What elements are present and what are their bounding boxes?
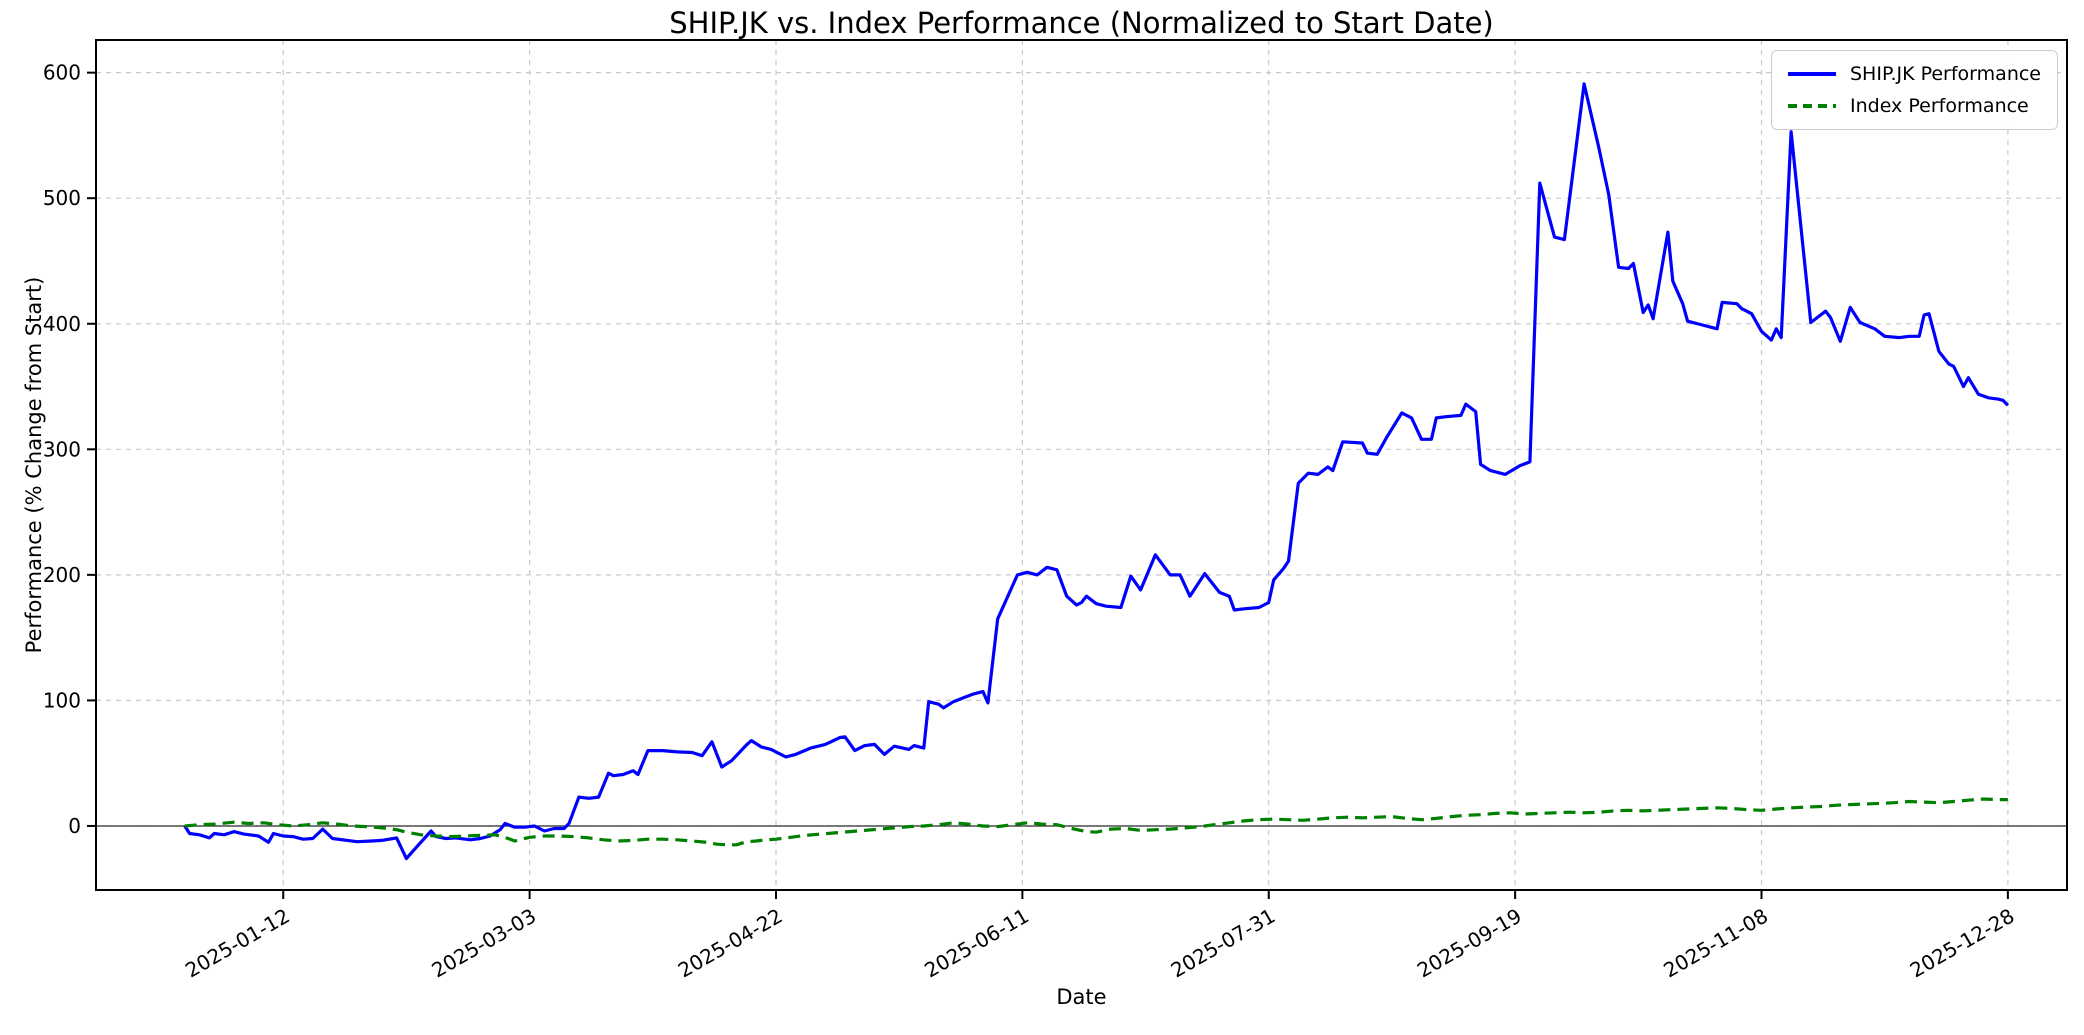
legend-label-index: Index Performance xyxy=(1850,95,2029,117)
x-tick-label: 2025-06-11 xyxy=(920,904,1033,983)
y-tick-label: 0 xyxy=(68,814,81,838)
legend-label-ship: SHIP.JK Performance xyxy=(1850,63,2041,85)
ship-line-swatch xyxy=(1788,72,1836,76)
y-tick-label: 400 xyxy=(43,312,81,336)
x-tick-label: 2025-12-28 xyxy=(1906,904,2019,983)
ship-jk-line xyxy=(183,82,2010,861)
x-tick-label: 2025-04-22 xyxy=(674,904,787,983)
y-tick-label: 600 xyxy=(43,61,81,85)
y-tick-label: 500 xyxy=(43,186,81,210)
chart-title: SHIP.JK vs. Index Performance (Normalize… xyxy=(669,6,1494,40)
x-axis-label: Date xyxy=(1056,985,1107,1009)
y-axis-label: Performance (% Change from Start) xyxy=(22,276,46,654)
x-tick-label: 2025-07-31 xyxy=(1167,904,1280,983)
x-tick-label: 2025-09-19 xyxy=(1413,904,1526,983)
index-line xyxy=(184,797,2008,847)
plot-border xyxy=(95,39,2068,891)
y-tick-label: 100 xyxy=(43,688,81,712)
y-tick-label: 200 xyxy=(43,563,81,587)
x-tick-label: 2025-03-03 xyxy=(427,904,540,983)
x-tick-label: 2025-11-08 xyxy=(1659,904,1772,983)
legend-item-index: Index Performance xyxy=(1788,95,2041,117)
y-tick-label: 300 xyxy=(43,437,81,461)
index-line-swatch xyxy=(1788,104,1836,108)
x-tick-label: 2025-01-12 xyxy=(181,904,294,983)
legend: SHIP.JK Performance Index Performance xyxy=(1771,50,2058,130)
legend-item-ship: SHIP.JK Performance xyxy=(1788,63,2041,85)
